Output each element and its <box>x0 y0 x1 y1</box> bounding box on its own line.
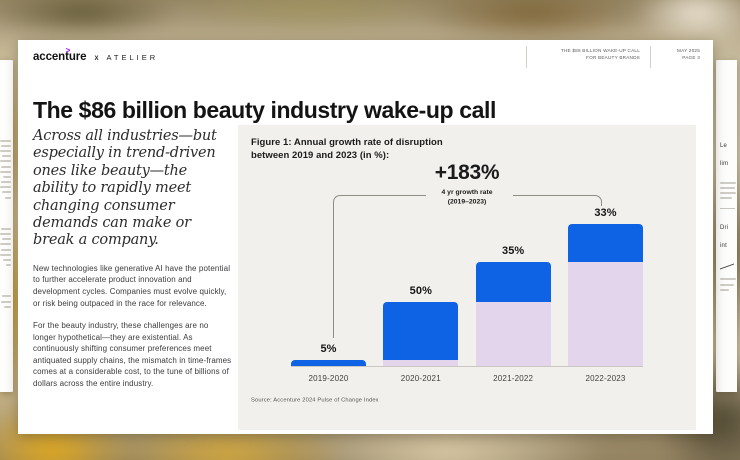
bar-segment-annual-growth <box>475 262 551 302</box>
unreadable-text-line <box>720 278 736 281</box>
unreadable-text-line <box>720 197 732 200</box>
brand-separator: X <box>94 56 99 62</box>
brand-lockup: accenture > X ATELIER <box>33 46 159 63</box>
unreadable-text-line <box>2 238 11 241</box>
page-number: PAGE 3 <box>682 55 700 61</box>
next-page-text-fragment: Dri <box>720 224 729 231</box>
unreadable-text-line <box>2 295 11 298</box>
next-page-graphic-fragment <box>720 255 734 270</box>
unreadable-text-line <box>0 233 11 236</box>
unreadable-text-line <box>1 227 11 230</box>
unreadable-text-line <box>720 191 736 194</box>
date-page-block: MAY 2025 PAGE 3 <box>650 46 700 68</box>
bar-value-label: 5% <box>320 343 337 355</box>
unreadable-text-line <box>4 305 11 308</box>
unreadable-text-line <box>0 149 11 152</box>
unreadable-text-line <box>1 181 11 184</box>
x-axis-label: 2021-2022 <box>493 374 534 383</box>
body-paragraph-2: For the beauty industry, these challenge… <box>33 321 232 389</box>
left-page-text-block <box>0 226 11 268</box>
next-page-text-fragment: Le <box>720 143 728 149</box>
bar-segment-annual-growth <box>383 302 459 360</box>
left-page-text-block <box>0 138 11 200</box>
next-page-text-fragment: int <box>720 242 727 249</box>
bar-value-label: 50% <box>409 285 432 297</box>
unreadable-text-line <box>720 288 729 291</box>
bar-segment-prior-growth <box>475 302 551 366</box>
growth-headline-value: +183% <box>434 161 500 184</box>
unreadable-text-line <box>1 165 11 168</box>
unreadable-text-line <box>1 300 11 303</box>
pull-quote: Across all industries—but especially in … <box>33 128 217 249</box>
document-date: MAY 2025 <box>677 48 700 54</box>
unreadable-text-line <box>2 191 11 194</box>
unreadable-text-line <box>2 155 11 158</box>
next-page-divider <box>720 207 735 209</box>
bar-segment-prior-growth <box>383 360 459 366</box>
bar-segment-annual-growth <box>567 224 643 262</box>
bar-2021-2022: 35% <box>475 245 551 366</box>
unreadable-text-line <box>0 170 11 173</box>
annotation-bracket-left <box>333 195 426 338</box>
bar-segment-annual-growth <box>291 360 366 366</box>
x-axis-label: 2019-2020 <box>308 374 349 383</box>
next-page-text-fragment: lim <box>720 161 729 167</box>
left-text-column: Across all industries—but especially in … <box>33 128 232 401</box>
atelier-logo: ATELIER <box>106 53 159 62</box>
figure-title: Figure 1: Annual growth rate of disrupti… <box>251 137 443 162</box>
x-axis-label: 2020-2021 <box>400 374 441 383</box>
accenture-chevron-icon: > <box>65 46 71 55</box>
unreadable-text-line <box>6 264 11 267</box>
unreadable-text-line <box>1 248 11 251</box>
annotation-bracket-right <box>513 195 602 206</box>
document-title-block: THE $86 BILLION WAKE-UP CALL FOR BEAUTY … <box>526 46 640 68</box>
unreadable-text-line <box>0 253 11 256</box>
document-title-line2: FOR BEAUTY BRANDS <box>586 55 640 61</box>
unreadable-text-line <box>0 160 11 163</box>
bar-2020-2021: 50% <box>383 285 459 366</box>
unreadable-text-line <box>0 186 11 189</box>
unreadable-text-line <box>720 181 736 184</box>
bar-2019-2020: 5% <box>291 343 366 366</box>
x-axis-labels: 2019-2020 2020-2021 2021-2022 2022-2023 <box>291 374 643 383</box>
unreadable-text-line <box>1 144 11 147</box>
slide-title: The $86 billion beauty industry wake-up … <box>33 97 496 124</box>
left-page-text-block <box>0 294 11 310</box>
unreadable-text-line <box>720 283 734 286</box>
unreadable-text-line <box>5 196 11 199</box>
bar-segment-prior-growth <box>567 262 643 366</box>
bars-row: 5% 50% 35% 33% <box>291 207 643 367</box>
next-page-sliver[interactable]: Le lim Dri int <box>716 60 737 392</box>
unreadable-text-line <box>0 243 11 246</box>
x-axis-label: 2022-2023 <box>585 374 626 383</box>
bar-value-label: 33% <box>594 207 617 219</box>
unreadable-text-line <box>3 258 11 261</box>
previous-page-sliver[interactable] <box>0 60 13 392</box>
unreadable-text-line <box>720 186 735 189</box>
accenture-logo: accenture > <box>33 46 87 63</box>
unreadable-text-line <box>0 139 11 142</box>
bar-2022-2023: 33% <box>567 207 643 366</box>
next-page-text-block <box>720 277 737 293</box>
header-meta: THE $86 BILLION WAKE-UP CALL FOR BEAUTY … <box>516 46 700 68</box>
next-page-text-block <box>720 180 737 201</box>
growth-headline-label: 4 yr growth rate (2019–2023) <box>441 188 493 205</box>
figure-panel: Figure 1: Annual growth rate of disrupti… <box>238 125 696 430</box>
body-paragraph-1: New technologies like generative AI have… <box>33 263 231 308</box>
unreadable-text-line <box>3 175 11 178</box>
chart-source: Source: Accenture 2024 Pulse of Change I… <box>251 396 379 403</box>
document-title-line1: THE $86 BILLION WAKE-UP CALL <box>560 48 640 54</box>
bar-value-label: 35% <box>501 245 525 257</box>
slide-page: accenture > X ATELIER THE $86 BILLION WA… <box>18 40 713 434</box>
